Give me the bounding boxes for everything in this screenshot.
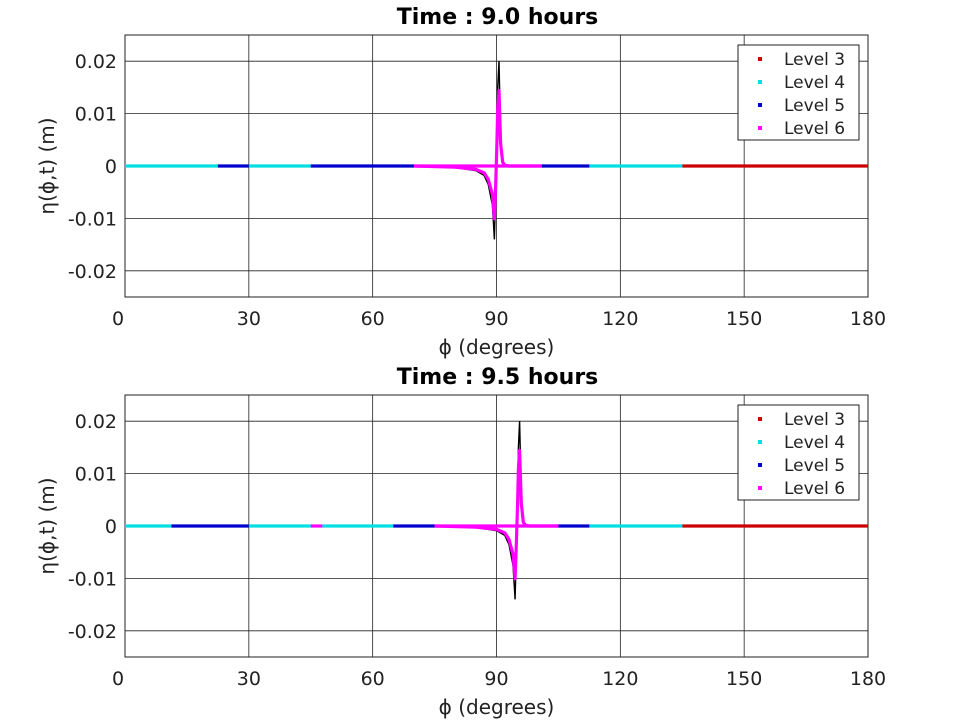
- y-tick-label: -0.02: [68, 261, 117, 283]
- legend-label: Level 5: [784, 456, 845, 476]
- x-tick-label: 90: [484, 668, 508, 690]
- legend-marker-level-3: [758, 57, 762, 61]
- x-axis-label: ϕ (degrees): [439, 335, 555, 359]
- y-tick-label: -0.02: [68, 621, 117, 643]
- reference-line: [413, 61, 542, 240]
- x-tick-label: 150: [726, 308, 762, 330]
- legend-marker-level-5: [758, 103, 762, 107]
- chart-title: Time : 9.5 hours: [397, 365, 599, 390]
- y-tick-label: 0.02: [75, 51, 117, 73]
- legend-marker-level-4: [758, 440, 762, 444]
- y-tick-label: 0.02: [75, 411, 117, 433]
- series-line-level-6-wave: [413, 88, 542, 221]
- legend-marker-level-3: [758, 417, 762, 421]
- y-tick-label: 0: [105, 516, 117, 538]
- legend-marker-level-6: [758, 486, 762, 490]
- y-tick-label: -0.01: [68, 568, 117, 590]
- legend-marker-level-4: [758, 80, 762, 84]
- y-axis-label: η(ϕ,t) (m): [35, 117, 59, 214]
- legend-label: Level 3: [784, 410, 845, 430]
- x-tick-label: 30: [237, 308, 261, 330]
- legend-label: Level 4: [784, 73, 845, 93]
- chart-title: Time : 9.0 hours: [397, 5, 599, 30]
- legend-label: Level 3: [784, 50, 845, 70]
- x-tick-label: 120: [602, 308, 638, 330]
- chart-panel-2: 0 30 60 90 120 150 180 -0.02 -0.01 0 0.01 0.02 Time …: [35, 365, 886, 719]
- legend-label: Level 4: [784, 433, 845, 453]
- x-axis-label: ϕ (degrees): [439, 695, 555, 719]
- legend-marker-level-6: [758, 126, 762, 130]
- x-tick-label: 0: [112, 308, 124, 330]
- y-tick-label: 0: [105, 156, 117, 178]
- x-tick-label: 180: [850, 668, 886, 690]
- x-tick-label: 60: [361, 668, 385, 690]
- x-tick-label: 150: [726, 668, 762, 690]
- y-tick-label: 0.01: [75, 464, 117, 486]
- y-tick-label: 0.01: [75, 104, 117, 126]
- x-tick-label: 30: [237, 668, 261, 690]
- x-tick-label: 180: [850, 308, 886, 330]
- legend: Level 3 Level 4 Level 5 Level 6: [737, 44, 860, 141]
- series-line-level-6-wave: [434, 448, 559, 581]
- x-tick-label: 60: [361, 308, 385, 330]
- legend-label: Level 6: [784, 119, 845, 139]
- legend: Level 3 Level 4 Level 5 Level 6: [737, 404, 860, 501]
- legend-marker-level-5: [758, 463, 762, 467]
- legend-label: Level 5: [784, 96, 845, 116]
- y-axis-label: η(ϕ,t) (m): [35, 477, 59, 574]
- x-tick-label: 0: [112, 668, 124, 690]
- chart-panel-1: 0 30 60 90 120 150 180 -0.02 -0.01 0 0.01 0.02 Time …: [35, 5, 886, 359]
- x-tick-label: 90: [484, 308, 508, 330]
- y-tick-label: -0.01: [68, 208, 117, 230]
- x-tick-label: 120: [602, 668, 638, 690]
- legend-label: Level 6: [784, 479, 845, 499]
